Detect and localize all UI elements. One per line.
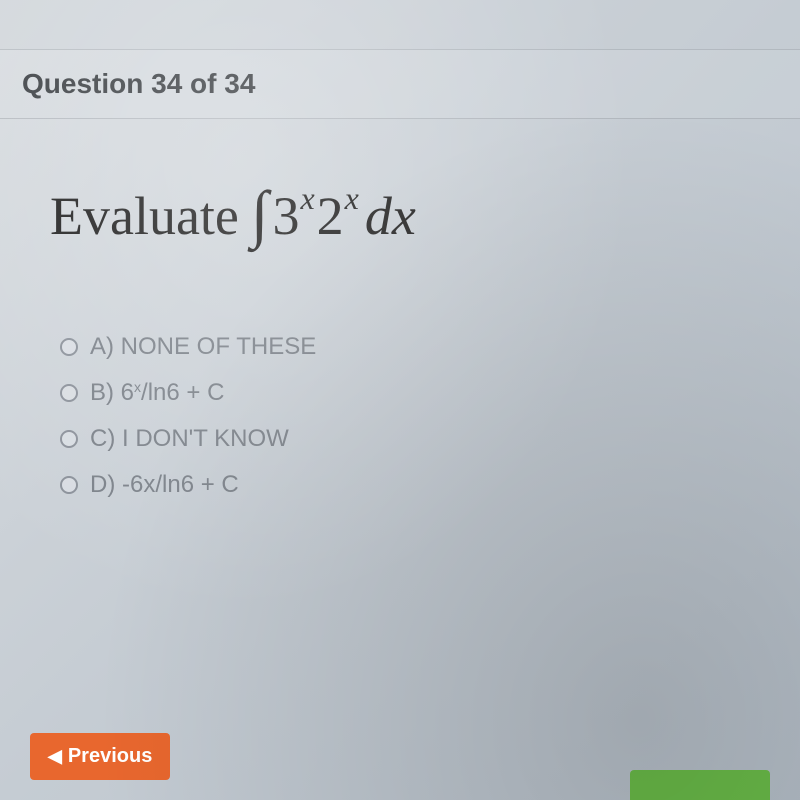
top-bar bbox=[0, 0, 800, 50]
footer-nav: ◀ Previous bbox=[30, 733, 770, 780]
next-button[interactable] bbox=[630, 770, 770, 800]
chevron-left-icon: ◀ bbox=[48, 746, 62, 767]
question-number-title: Question 34 of 34 bbox=[22, 68, 778, 100]
option-b[interactable]: B) 6x/ln6 + C bbox=[60, 379, 750, 407]
prompt-prefix: Evaluate bbox=[50, 185, 239, 247]
answer-options: A) NONE OF THESE B) 6x/ln6 + C C) I DON'… bbox=[50, 333, 750, 499]
option-a[interactable]: A) NONE OF THESE bbox=[60, 333, 750, 361]
previous-button-label: Previous bbox=[68, 745, 152, 768]
option-a-label: A) NONE OF THESE bbox=[90, 333, 316, 361]
radio-icon bbox=[60, 430, 78, 448]
content-area: Evaluate ∫ 3x2xdx A) NONE OF THESE B) 6x… bbox=[0, 119, 800, 529]
exponent-1: x bbox=[300, 180, 314, 217]
radio-icon bbox=[60, 384, 78, 402]
radio-icon bbox=[60, 476, 78, 494]
previous-button[interactable]: ◀ Previous bbox=[30, 733, 170, 780]
math-expression: ∫ 3x2xdx bbox=[251, 179, 416, 253]
option-b-label: B) 6x/ln6 + C bbox=[90, 379, 224, 407]
exponent-2: x bbox=[345, 180, 359, 217]
base-1: 3 bbox=[272, 185, 299, 247]
base-2: 2 bbox=[317, 185, 344, 247]
differential: dx bbox=[365, 185, 416, 247]
question-prompt: Evaluate ∫ 3x2xdx bbox=[50, 179, 750, 253]
option-d[interactable]: D) -6x/ln6 + C bbox=[60, 471, 750, 499]
question-header: Question 34 of 34 bbox=[0, 50, 800, 119]
option-c[interactable]: C) I DON'T KNOW bbox=[60, 425, 750, 453]
option-d-label: D) -6x/ln6 + C bbox=[90, 471, 239, 499]
option-c-label: C) I DON'T KNOW bbox=[90, 425, 289, 453]
integral-symbol: ∫ bbox=[251, 177, 269, 251]
radio-icon bbox=[60, 338, 78, 356]
